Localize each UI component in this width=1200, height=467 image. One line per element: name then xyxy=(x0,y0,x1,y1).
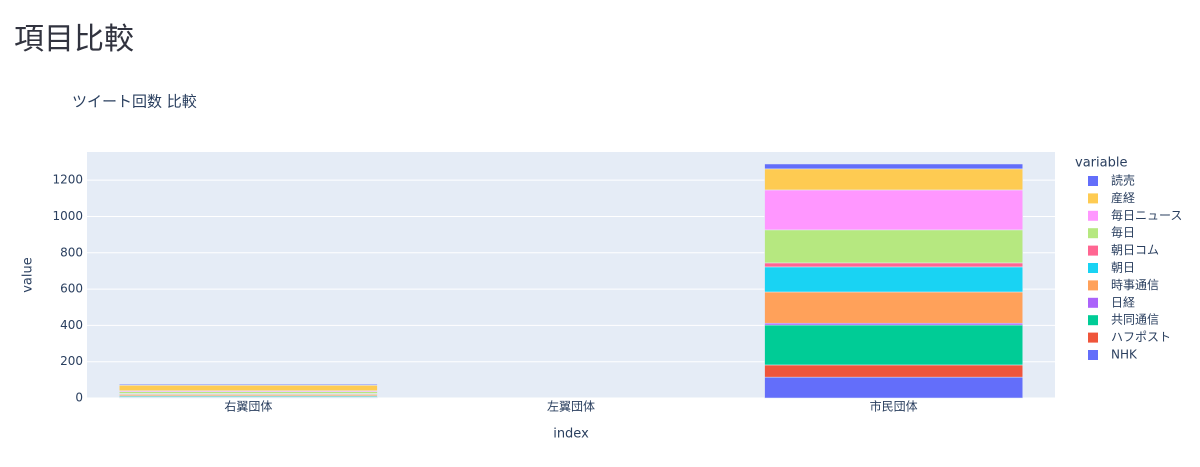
legend-swatch xyxy=(1088,245,1098,256)
legend-swatch xyxy=(1088,297,1098,308)
legend-swatch xyxy=(1088,263,1098,273)
y-tick-label: 200 xyxy=(60,354,83,368)
bar-segment xyxy=(764,266,1023,293)
legend-label: 朝日 xyxy=(1111,261,1135,275)
legend-swatch xyxy=(1088,176,1098,186)
bar-segment xyxy=(764,376,1023,399)
page-title: 項目比較 xyxy=(14,22,134,57)
legend-swatch xyxy=(1088,350,1098,360)
legend-label: 時事通信 xyxy=(1111,278,1159,292)
legend-swatch xyxy=(1088,332,1098,343)
bar-segment xyxy=(764,229,1023,264)
bar-segment xyxy=(764,189,1023,231)
bar-segment xyxy=(764,163,1023,170)
bar-segment xyxy=(764,168,1023,191)
legend-label: 毎日ニュース xyxy=(1111,207,1182,222)
legend-label: 毎日 xyxy=(1111,225,1135,240)
x-tick-label: 市民団体 xyxy=(870,399,918,414)
x-axis-title: index xyxy=(553,427,589,442)
bar-segment xyxy=(764,291,1023,324)
chart-title: ツイート回数 比較 xyxy=(72,93,197,111)
legend-swatch xyxy=(1088,228,1098,239)
legend-label: 日経 xyxy=(1111,295,1135,309)
y-tick-label: 400 xyxy=(60,318,83,332)
y-tick-label: 600 xyxy=(60,282,83,296)
bar-segment xyxy=(764,324,1023,366)
legend-label: 朝日コム xyxy=(1111,243,1159,257)
y-axis-title: value xyxy=(21,257,36,293)
legend-label: 共同通信 xyxy=(1111,313,1159,327)
legend-title: variable xyxy=(1075,156,1127,171)
y-tick-label: 1200 xyxy=(52,173,83,187)
legend-label: NHK xyxy=(1111,348,1138,362)
legend-label: ハフポスト xyxy=(1111,330,1171,344)
bar-segment xyxy=(119,384,378,386)
bar-segment xyxy=(119,385,378,391)
bar-segment xyxy=(764,262,1023,268)
legend-swatch xyxy=(1088,280,1098,291)
legend-label: 読売 xyxy=(1111,173,1135,188)
y-tick-label: 0 xyxy=(75,391,83,405)
legend-label: 産経 xyxy=(1111,190,1135,205)
bar-segment xyxy=(764,322,1023,326)
legend-swatch xyxy=(1088,210,1098,221)
x-tick-label: 左翼団体 xyxy=(547,399,595,414)
bar-segment xyxy=(119,391,378,394)
y-tick-label: 800 xyxy=(60,245,83,259)
x-tick-label: 右翼団体 xyxy=(224,399,272,414)
legend-swatch xyxy=(1088,193,1098,204)
y-tick-label: 1000 xyxy=(52,209,83,223)
bar-segment xyxy=(764,364,1023,378)
legend-swatch xyxy=(1088,315,1098,326)
